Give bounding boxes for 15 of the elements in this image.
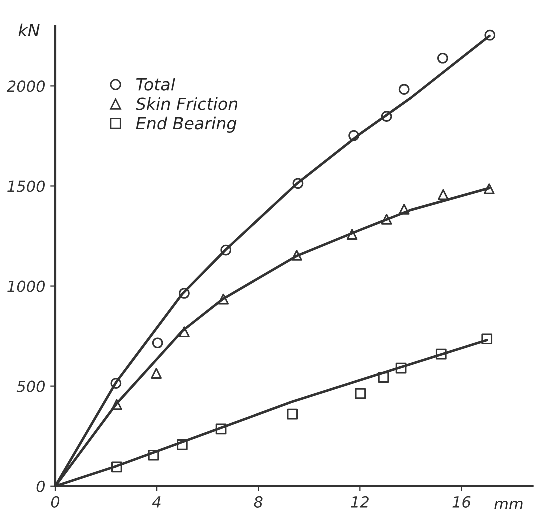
x-axis-title: mm [494,500,523,510]
legend-label: End Bearing [136,116,237,134]
x-tick-label: 16 [452,496,471,508]
x-tick-label: 4 [152,496,161,508]
legend-label: Total [136,78,176,91]
x-tick-label: 0 [51,496,60,508]
y-tick-label: 2000 [6,80,46,92]
y-tick-label: 1500 [8,180,46,192]
y-tick-label: 500 [16,380,46,392]
x-tick-label: 12 [351,496,369,508]
legend-label: Skin Friction [136,97,238,110]
x-tick-label: 8 [254,496,263,508]
y-tick-label: 0 [36,480,46,492]
y-axis-title: kN [18,24,40,36]
y-tick-label: 1000 [8,280,46,292]
